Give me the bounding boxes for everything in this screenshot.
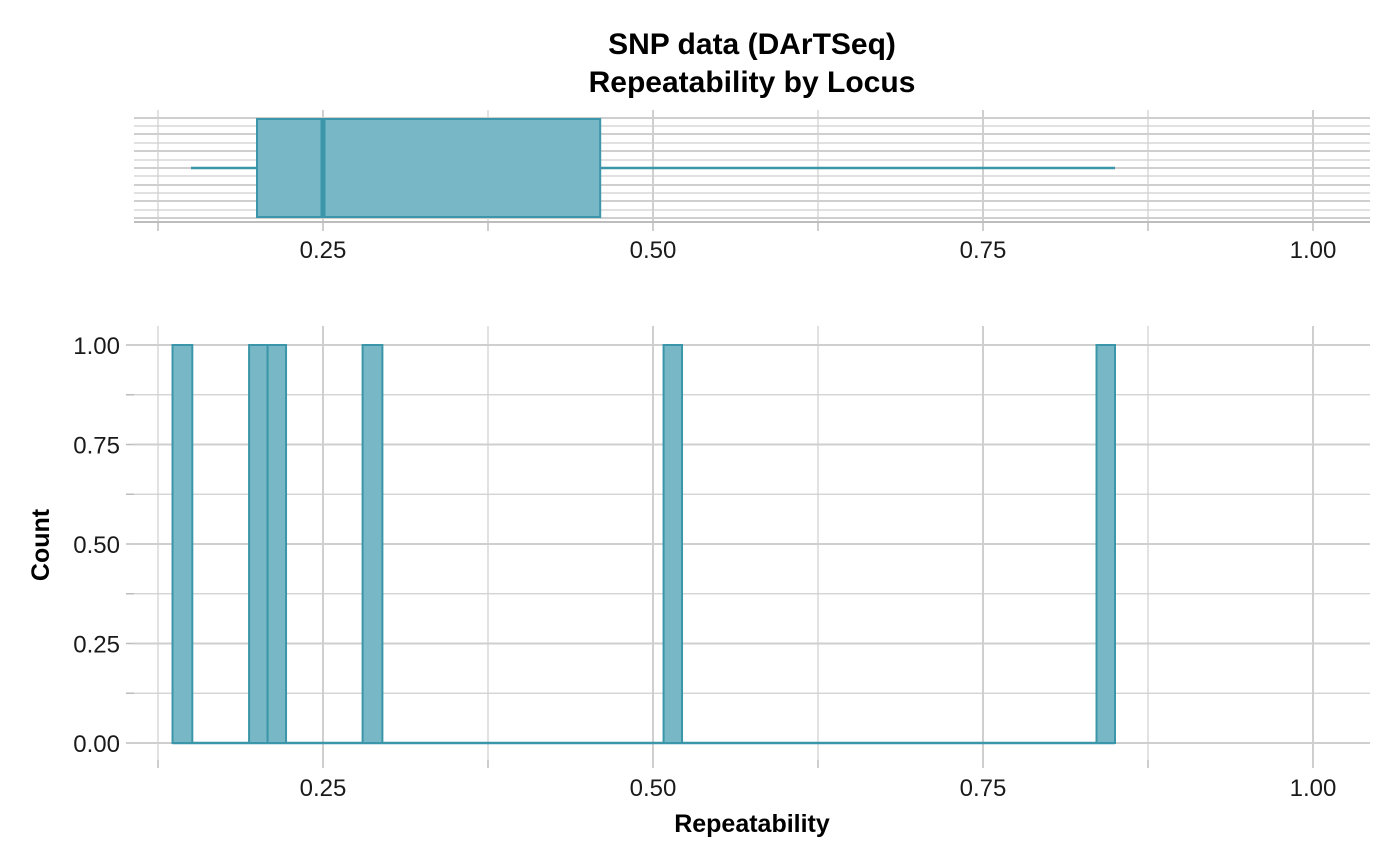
- x-axis-title: Repeatability: [674, 810, 830, 838]
- hist-y-tick-label: 0.75: [73, 433, 120, 460]
- box-x-tick-label: 0.25: [300, 237, 347, 264]
- hist-x-tick-label: 1.00: [1290, 775, 1337, 802]
- hist-y-tick-label: 1.00: [73, 333, 120, 360]
- hist-bar: [248, 344, 269, 744]
- hist-y-tick-label: 0.00: [73, 731, 120, 758]
- hist-y-tick-label: 0.25: [73, 632, 120, 659]
- hist-bar: [266, 344, 288, 744]
- hist-bar: [662, 344, 684, 744]
- box-x-tick-label: 0.75: [960, 237, 1007, 264]
- boxplot-panel: 0.25 0.50 0.75 1.00: [134, 110, 1370, 264]
- chart-title-line2: Repeatability by Locus: [589, 66, 916, 99]
- box-x-tick-label: 0.50: [630, 237, 677, 264]
- hist-bar: [171, 344, 194, 744]
- y-axis-title: Count: [27, 508, 55, 581]
- box-x-tick-label: 1.00: [1290, 237, 1337, 264]
- box-iqr: [256, 118, 602, 218]
- chart-title-line1: SNP data (DArTSeq): [608, 28, 896, 61]
- hist-bar: [361, 344, 384, 744]
- hist-x-tick-label: 0.50: [630, 775, 677, 802]
- hist-bar: [1095, 344, 1117, 744]
- hist-x-tick-label: 0.75: [960, 775, 1007, 802]
- hist-y-tick-label: 0.50: [73, 532, 120, 559]
- histogram-panel: 0.00 0.25 0.50 0.75 1.00 0.25 0.50 0.75 1.00: [73, 326, 1370, 802]
- hist-x-tick-label: 0.25: [300, 775, 347, 802]
